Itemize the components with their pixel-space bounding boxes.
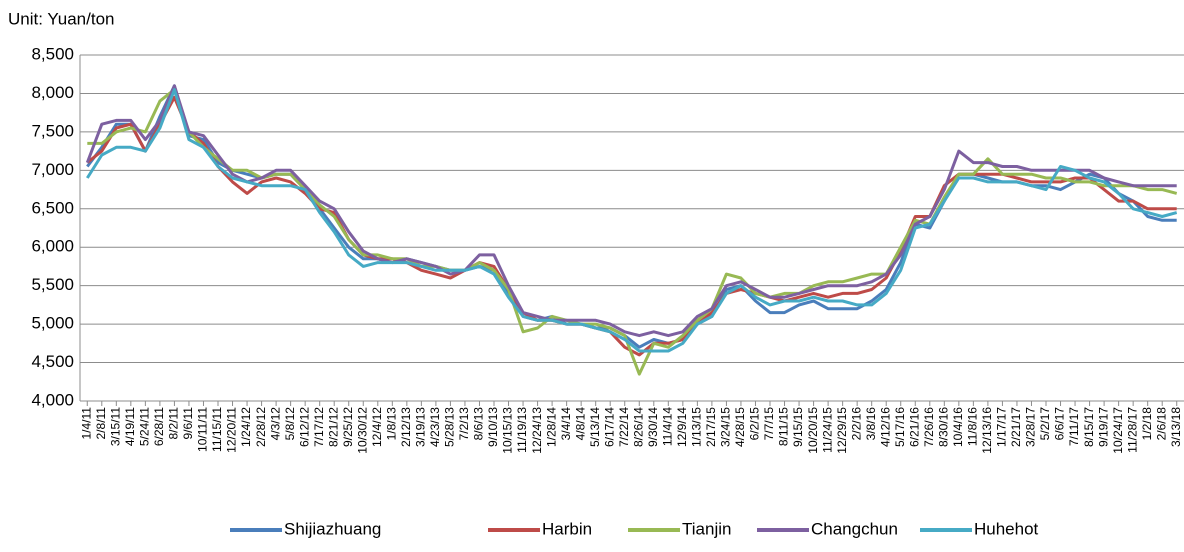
x-tick-label: 5/28/13 — [443, 407, 457, 447]
y-tick-label: 5,000 — [31, 314, 74, 333]
x-tick-label: 11/4/14 — [660, 407, 674, 446]
x-tick-label: 10/30/12 — [355, 407, 369, 454]
x-tick-label: 11/24/15 — [820, 407, 834, 453]
x-tick-label: 12/9/14 — [675, 407, 689, 447]
x-tick-label: 1/24/12 — [239, 407, 253, 447]
series-line — [87, 97, 1176, 355]
x-tick-label: 1/8/13 — [384, 407, 398, 441]
x-tick-label: 4/8/14 — [573, 407, 587, 441]
x-tick-label: 9/25/12 — [341, 407, 355, 447]
x-tick-label: 9/6/11 — [181, 407, 195, 440]
x-tick-label: 6/17/14 — [602, 407, 616, 447]
x-tick-label: 8/15/17 — [1082, 407, 1096, 447]
y-tick-label: 7,000 — [31, 160, 74, 179]
x-tick-label: 3/4/14 — [559, 407, 573, 441]
x-tick-label: 5/24/11 — [138, 407, 152, 446]
x-tick-label: 4/23/13 — [428, 407, 442, 447]
x-tick-label: 2/2/16 — [849, 407, 863, 441]
x-tick-label: 12/24/13 — [530, 407, 544, 454]
x-tick-label: 2/6/18 — [1154, 407, 1168, 441]
y-tick-label: 5,500 — [31, 275, 74, 294]
legend-label: Tianjin — [682, 519, 731, 538]
x-tick-label: 1/28/14 — [544, 407, 558, 447]
x-tick-label: 10/20/15 — [806, 407, 820, 454]
unit-label: Unit: Yuan/ton — [8, 9, 115, 28]
y-tick-label: 4,500 — [31, 352, 74, 371]
x-tick-label: 1/2/18 — [1140, 407, 1154, 441]
x-tick-label: 9/19/17 — [1096, 407, 1110, 447]
x-tick-label: 9/10/13 — [486, 407, 500, 447]
x-tick-label: 3/15/11 — [108, 407, 122, 446]
x-tick-label: 4/3/12 — [268, 407, 282, 441]
x-tick-label: 2/8/11 — [94, 407, 108, 440]
x-tick-label: 12/20/11 — [225, 407, 239, 453]
x-tick-label: 6/6/17 — [1053, 407, 1067, 441]
y-tick-label: 8,500 — [31, 44, 74, 63]
x-tick-label: 7/7/15 — [762, 407, 776, 441]
x-tick-label: 11/28/17 — [1125, 407, 1139, 453]
legend-label: Harbin — [542, 519, 592, 538]
x-tick-label: 3/13/18 — [1169, 407, 1183, 447]
x-tick-label: 1/13/15 — [690, 407, 704, 447]
x-tick-label: 7/17/12 — [312, 407, 326, 447]
x-tick-label: 9/15/15 — [791, 407, 805, 447]
x-tick-label: 6/28/11 — [152, 407, 166, 446]
x-tick-label: 5/13/14 — [588, 407, 602, 447]
x-tick-label: 10/11/11 — [196, 407, 210, 452]
x-tick-label: 10/4/16 — [951, 407, 965, 447]
x-tick-label: 3/24/15 — [719, 407, 733, 447]
x-tick-label: 11/15/11 — [210, 407, 224, 452]
x-tick-label: 9/30/14 — [646, 407, 660, 447]
series-line — [87, 90, 1176, 351]
legend-label: Huhehot — [974, 519, 1039, 538]
legend-label: Changchun — [811, 519, 898, 538]
x-tick-label: 12/29/15 — [835, 407, 849, 454]
legend-label: Shijiazhuang — [284, 519, 381, 538]
x-tick-label: 7/11/17 — [1067, 407, 1081, 446]
x-tick-label: 8/30/16 — [936, 407, 950, 447]
x-tick-label: 3/28/17 — [1024, 407, 1038, 447]
x-tick-label: 6/12/12 — [297, 407, 311, 447]
x-tick-label: 2/12/13 — [399, 407, 413, 447]
x-tick-label: 2/17/15 — [704, 407, 718, 447]
x-tick-label: 8/11/15 — [777, 407, 791, 446]
y-tick-label: 4,000 — [31, 390, 74, 409]
x-tick-label: 7/2/13 — [457, 407, 471, 441]
y-tick-label: 8,000 — [31, 83, 74, 102]
x-tick-label: 4/12/16 — [878, 407, 892, 447]
x-tick-label: 5/8/12 — [283, 407, 297, 441]
x-tick-label: 3/19/13 — [414, 407, 428, 447]
x-tick-label: 1/4/11 — [79, 407, 93, 440]
x-tick-label: 4/19/11 — [123, 407, 137, 446]
x-tick-label: 4/28/15 — [733, 407, 747, 447]
x-tick-label: 6/21/16 — [907, 407, 921, 447]
x-tick-label: 7/22/14 — [617, 407, 631, 447]
x-tick-label: 12/4/12 — [370, 407, 384, 447]
chart: Unit: Yuan/ton 4,000 4,500 5,000 5,500 6,000… — [0, 0, 1184, 552]
x-tick-label: 6/2/15 — [748, 407, 762, 441]
x-tick-label: 2/28/12 — [254, 407, 268, 447]
x-tick-label: 11/8/16 — [966, 407, 980, 446]
x-tick-label: 8/21/12 — [326, 407, 340, 447]
x-tick-label: 10/15/13 — [501, 407, 515, 454]
x-tick-label: 10/24/17 — [1111, 407, 1125, 454]
x-tick-label: 7/26/16 — [922, 407, 936, 447]
x-tick-label: 1/17/17 — [995, 407, 1009, 447]
series-line — [87, 86, 1176, 336]
x-tick-label: 11/19/13 — [515, 407, 529, 453]
x-tick-label: 5/17/16 — [893, 407, 907, 447]
x-tick-label: 2/21/17 — [1009, 407, 1023, 447]
y-tick-label: 7,500 — [31, 121, 74, 140]
series-line — [87, 86, 1176, 347]
x-tick-label: 8/26/14 — [631, 407, 645, 447]
x-tick-label: 8/6/13 — [472, 407, 486, 441]
x-tick-label: 5/2/17 — [1038, 407, 1052, 441]
x-tick-label: 12/13/16 — [980, 407, 994, 454]
y-tick-label: 6,000 — [31, 237, 74, 256]
y-tick-label: 6,500 — [31, 198, 74, 217]
x-tick-label: 3/8/16 — [864, 407, 878, 441]
x-tick-label: 8/2/11 — [167, 407, 181, 440]
